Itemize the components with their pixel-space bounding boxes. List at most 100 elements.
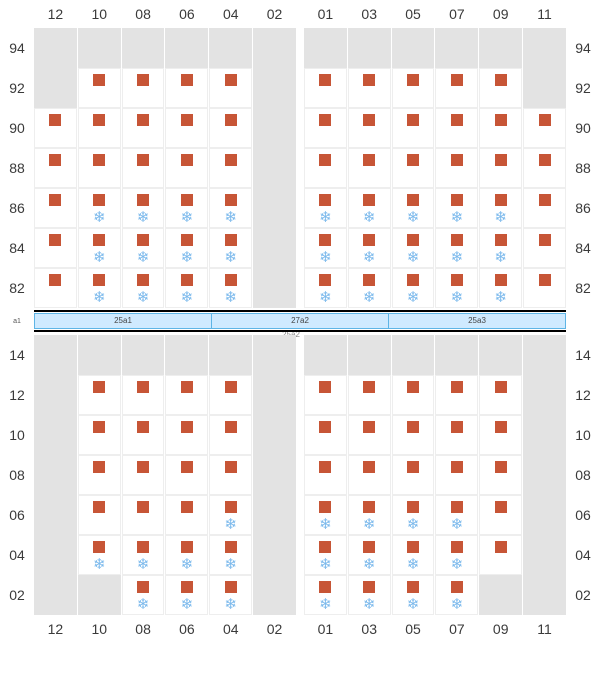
rack-slot[interactable]: ❄ [392,535,435,575]
rack-slot[interactable]: ❄ [209,188,252,228]
rack-slot[interactable] [304,375,347,415]
rack-slot[interactable]: ❄ [392,268,435,308]
rack-slot[interactable]: ❄ [435,188,478,228]
rack-slot[interactable] [523,495,566,535]
rack-slot[interactable] [209,68,252,108]
rack-slot[interactable]: ❄ [78,188,121,228]
rack-slot[interactable] [348,375,391,415]
rack-slot[interactable]: ❄ [348,495,391,535]
rack-slot[interactable] [253,575,296,615]
rack-slot[interactable] [523,28,566,68]
rack-slot[interactable] [479,28,522,68]
rack-slot[interactable] [78,28,121,68]
rack-slot[interactable] [253,68,296,108]
rack-slot[interactable]: ❄ [209,268,252,308]
rack-segment[interactable]: 25a3 [389,314,565,328]
rack-slot[interactable] [479,148,522,188]
rack-slot[interactable] [479,495,522,535]
rack-slot[interactable] [304,108,347,148]
rack-slot[interactable] [253,28,296,68]
rack-slot[interactable]: ❄ [479,188,522,228]
rack-slot[interactable] [78,335,121,375]
rack-slot[interactable] [435,108,478,148]
rack-slot[interactable] [392,68,435,108]
rack-slot[interactable] [253,108,296,148]
rack-slot[interactable] [523,228,566,268]
rack-segment[interactable]: 25a1 [35,314,212,328]
rack-slot[interactable] [253,148,296,188]
rack-slot[interactable] [165,68,208,108]
rack-slot[interactable] [253,455,296,495]
rack-slot[interactable]: ❄ [165,575,208,615]
rack-slot[interactable]: ❄ [435,228,478,268]
rack-slot[interactable] [34,68,77,108]
rack-slot[interactable] [122,495,165,535]
rack-slot[interactable] [78,375,121,415]
rack-slot[interactable]: ❄ [122,535,165,575]
rack-slot[interactable]: ❄ [304,228,347,268]
rack-slot[interactable] [209,108,252,148]
rack-slot[interactable] [479,335,522,375]
rack-slot[interactable] [165,375,208,415]
rack-slot[interactable] [253,535,296,575]
rack-slot[interactable]: ❄ [348,535,391,575]
rack-slot[interactable] [523,148,566,188]
rack-slot[interactable] [479,68,522,108]
rack-slot[interactable] [348,455,391,495]
rack-slot[interactable] [122,335,165,375]
rack-slot[interactable] [304,28,347,68]
rack-slot[interactable]: ❄ [209,535,252,575]
rack-slot[interactable] [523,188,566,228]
rack-slot[interactable] [523,268,566,308]
rack-slot[interactable] [253,228,296,268]
rack-slot[interactable] [479,375,522,415]
rack-slot[interactable]: ❄ [304,268,347,308]
rack-slot[interactable] [209,335,252,375]
rack-slot[interactable] [523,108,566,148]
rack-slot[interactable] [435,455,478,495]
rack-slot[interactable]: ❄ [122,228,165,268]
rack-slot[interactable] [523,375,566,415]
rack-slot[interactable] [253,335,296,375]
rack-slot[interactable] [34,415,77,455]
rack-slot[interactable] [479,575,522,615]
rack-slot[interactable] [34,335,77,375]
rack-slot[interactable] [253,495,296,535]
rack-slot[interactable] [348,68,391,108]
rack-slot[interactable] [523,455,566,495]
rack-slot[interactable]: ❄ [122,268,165,308]
rack-slot[interactable] [523,535,566,575]
rack-slot[interactable] [479,415,522,455]
rack-slot[interactable] [392,455,435,495]
rack-slot[interactable] [122,108,165,148]
rack-slot[interactable] [304,68,347,108]
rack-slot[interactable] [78,455,121,495]
rack-slot[interactable] [348,108,391,148]
rack-slot[interactable] [304,335,347,375]
rack-slot[interactable] [304,415,347,455]
rack-slot[interactable] [34,268,77,308]
rack-slot[interactable]: ❄ [392,228,435,268]
rack-slot[interactable] [392,28,435,68]
rack-slot[interactable]: ❄ [392,188,435,228]
rack-slot[interactable] [122,415,165,455]
rack-slot[interactable] [253,188,296,228]
rack-slot[interactable] [523,68,566,108]
rack-slot[interactable] [209,148,252,188]
rack-slot[interactable]: ❄ [435,575,478,615]
rack-slot[interactable] [165,495,208,535]
rack-slot[interactable]: ❄ [348,575,391,615]
rack-slot[interactable]: ❄ [435,535,478,575]
rack-slot[interactable] [304,148,347,188]
rack-slot[interactable]: ❄ [304,535,347,575]
rack-slot[interactable]: ❄ [78,268,121,308]
rack-slot[interactable] [209,455,252,495]
rack-slot[interactable] [165,28,208,68]
rack-slot[interactable] [34,455,77,495]
rack-slot[interactable] [34,228,77,268]
rack-slot[interactable] [165,148,208,188]
rack-slot[interactable] [78,68,121,108]
rack-slot[interactable]: ❄ [209,575,252,615]
rack-slot[interactable]: ❄ [435,268,478,308]
rack-slot[interactable] [253,375,296,415]
